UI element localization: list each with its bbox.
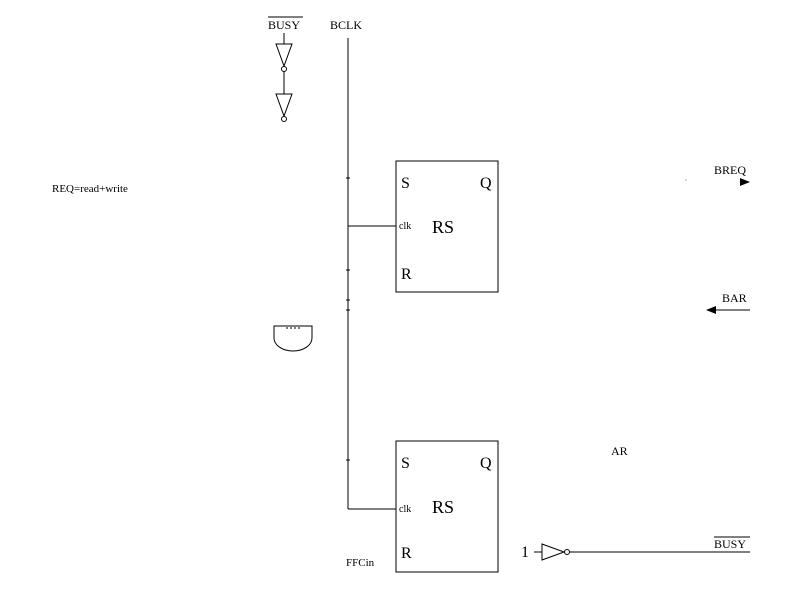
req-label: REQ=read+write (52, 183, 128, 195)
flipflop-top-box (395, 160, 499, 293)
rs-flipflop-bottom: S Q clk RS R (395, 440, 499, 573)
busy-bottom-label: BUSY (714, 537, 746, 551)
inverter-2-bubble (281, 116, 287, 122)
inverter-bottom-gate (541, 543, 566, 561)
bclk-label: BCLK (330, 18, 362, 32)
bar-label: BAR (722, 291, 747, 305)
flipflop-top-clk-pin: clk (399, 221, 411, 232)
breq-arrow-icon (740, 178, 750, 186)
rs-flipflop-top: S Q clk RS R (395, 160, 499, 293)
breq-signal: BREQ (685, 163, 750, 186)
bclk-signal: BCLK (330, 18, 396, 510)
busy-top-label: BUSY (268, 18, 300, 32)
flipflop-top-s-pin: S (401, 175, 410, 192)
flipflop-top-q-pin: Q (480, 175, 492, 192)
buffer-chain-top (275, 33, 293, 122)
and-gate (273, 325, 313, 352)
flipflop-bottom-q-pin: Q (480, 455, 492, 472)
const-one-label: 1 (521, 544, 529, 561)
busy-top-signal: BUSY (268, 16, 303, 32)
inverter-2-gate (275, 93, 293, 118)
bar-signal: BAR (706, 291, 750, 314)
flipflop-top-r-pin: R (401, 266, 412, 283)
inverter-1-gate (275, 43, 293, 68)
stray-dot (685, 179, 687, 181)
and-gate-body (273, 325, 313, 352)
flipflop-bottom-r-pin: R (401, 545, 412, 562)
breq-label: BREQ (714, 163, 746, 177)
flipflop-top-type: RS (432, 217, 454, 237)
bar-arrow-icon (706, 306, 716, 314)
flipflop-bottom-clk-pin: clk (399, 504, 411, 515)
flipflop-bottom-type: RS (432, 497, 454, 517)
flipflop-bottom-box (395, 440, 499, 573)
busy-bottom-signal: 1 BUSY (521, 536, 750, 561)
ar-label: AR (611, 444, 628, 458)
ffcin-label: FFCin (346, 557, 375, 569)
inverter-1-bubble (281, 66, 287, 72)
inverter-bottom-bubble (564, 549, 570, 555)
flipflop-bottom-s-pin: S (401, 455, 410, 472)
